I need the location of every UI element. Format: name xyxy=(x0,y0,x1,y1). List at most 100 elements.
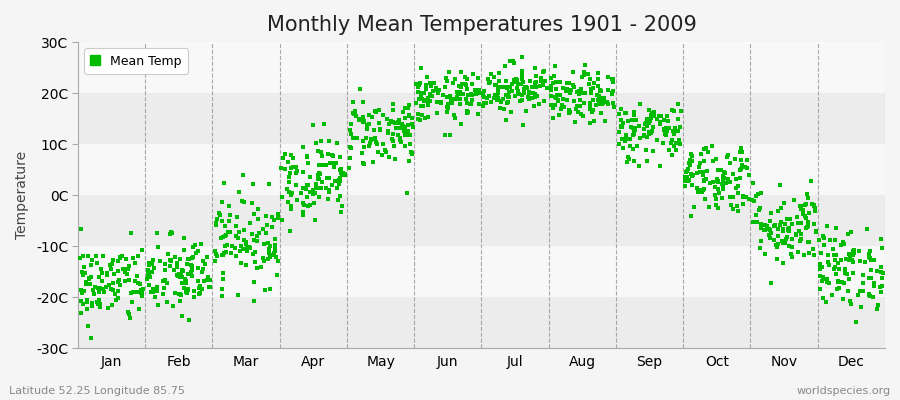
Point xyxy=(177,276,192,282)
Point xyxy=(234,242,248,249)
Point xyxy=(638,120,652,127)
Point xyxy=(228,244,242,251)
Point xyxy=(712,190,726,196)
Point xyxy=(216,234,230,240)
Point xyxy=(247,237,261,244)
Point xyxy=(544,74,558,81)
Point xyxy=(76,271,91,278)
Point xyxy=(547,73,562,79)
Point xyxy=(82,276,96,282)
Point xyxy=(866,294,880,300)
Point xyxy=(494,98,508,105)
Point xyxy=(320,196,335,202)
Point xyxy=(389,125,403,132)
Point xyxy=(758,251,772,258)
Point xyxy=(115,253,130,259)
Point xyxy=(703,179,717,186)
Point xyxy=(410,83,425,90)
Bar xyxy=(78,246,885,297)
Point xyxy=(623,136,637,142)
Point xyxy=(476,103,491,109)
Point xyxy=(131,306,146,312)
Point xyxy=(592,98,607,104)
Point xyxy=(558,88,572,94)
Point xyxy=(661,118,675,124)
Point xyxy=(235,198,249,204)
Point xyxy=(779,216,794,222)
Point xyxy=(709,156,724,162)
Point xyxy=(370,141,384,147)
Point xyxy=(189,250,203,256)
Point xyxy=(842,256,856,263)
Point xyxy=(394,139,409,146)
Point xyxy=(133,286,148,293)
Point xyxy=(88,284,103,290)
Point xyxy=(673,108,688,114)
Point xyxy=(122,309,136,316)
Point xyxy=(731,208,745,214)
Point xyxy=(333,167,347,173)
Point xyxy=(862,274,877,281)
Point xyxy=(510,77,525,83)
Point xyxy=(776,226,790,232)
Point xyxy=(746,218,760,225)
Point xyxy=(584,86,598,92)
Point xyxy=(563,86,578,93)
Point xyxy=(429,99,444,106)
Point xyxy=(231,292,246,298)
Point xyxy=(509,76,524,82)
Point xyxy=(733,149,747,155)
Point xyxy=(285,190,300,196)
Point xyxy=(530,93,544,100)
Point xyxy=(230,214,244,220)
Point xyxy=(141,272,156,278)
Point xyxy=(111,258,125,264)
Point xyxy=(623,143,637,149)
Point xyxy=(838,270,852,276)
Point xyxy=(679,178,693,184)
Point xyxy=(322,188,337,195)
Point xyxy=(396,123,410,129)
Point xyxy=(325,182,339,188)
Point xyxy=(101,304,115,311)
Point xyxy=(764,230,778,236)
Point xyxy=(106,287,121,294)
Point xyxy=(736,192,751,199)
Point xyxy=(439,75,454,81)
Point xyxy=(142,270,157,276)
Point xyxy=(442,93,456,100)
Point xyxy=(385,135,400,142)
Point xyxy=(740,165,754,171)
Point xyxy=(450,89,464,95)
Point xyxy=(388,156,402,162)
Point xyxy=(794,206,808,212)
Point xyxy=(141,266,156,273)
Point xyxy=(222,212,237,218)
Point xyxy=(555,85,570,91)
Point xyxy=(816,274,831,280)
Point xyxy=(300,194,314,200)
Point xyxy=(77,270,92,276)
Point xyxy=(723,194,737,200)
Point xyxy=(679,169,693,176)
Point xyxy=(392,124,407,131)
Point xyxy=(511,88,526,94)
Point xyxy=(247,181,261,187)
Point xyxy=(282,174,296,180)
Point xyxy=(430,110,445,116)
Point xyxy=(135,289,149,295)
Point xyxy=(162,263,176,269)
Point xyxy=(621,136,635,142)
Point xyxy=(296,200,310,206)
Point xyxy=(299,186,313,192)
Point xyxy=(572,91,586,98)
Point xyxy=(862,254,877,260)
Point xyxy=(92,296,106,303)
Point xyxy=(453,96,467,102)
Point xyxy=(588,80,602,86)
Point xyxy=(633,101,647,107)
Point xyxy=(284,165,298,171)
Point xyxy=(656,140,670,147)
Point xyxy=(757,227,771,233)
Point xyxy=(171,273,185,279)
